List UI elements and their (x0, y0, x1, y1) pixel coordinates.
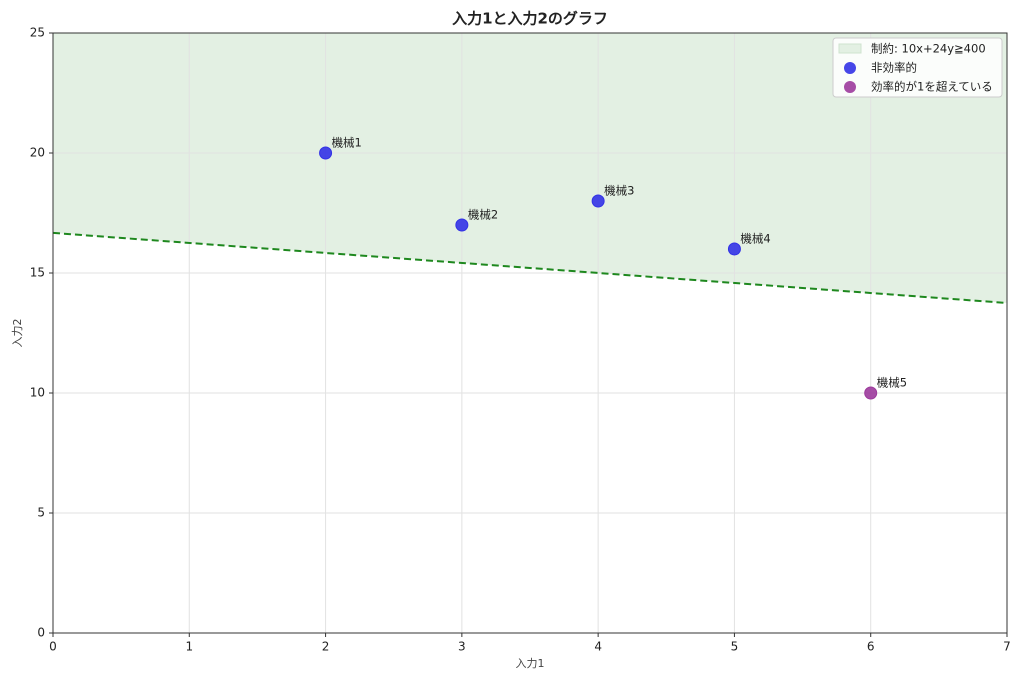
y-tick-label: 20 (30, 146, 45, 160)
legend-marker (844, 81, 856, 93)
point-label: 機械5 (877, 376, 907, 390)
point (864, 386, 878, 400)
x-tick-label: 6 (867, 640, 875, 654)
point-label: 機械2 (468, 208, 498, 222)
x-tick-label: 0 (49, 640, 57, 654)
point (591, 194, 605, 208)
legend-label: 制約: 10x+24y≧400 (871, 42, 986, 56)
point-label: 機械4 (740, 232, 770, 246)
x-tick-label: 1 (185, 640, 193, 654)
legend-marker (844, 62, 856, 74)
plot-frame (52, 32, 1008, 634)
x-tick-label: 5 (731, 640, 739, 654)
x-tick-label: 2 (322, 640, 330, 654)
legend-box (832, 37, 1003, 98)
y-tick-label: 10 (30, 386, 45, 400)
y-tick-label: 25 (30, 26, 45, 40)
y-axis-label: 入力2 (11, 319, 24, 348)
x-axis-label: 入力1 (516, 657, 545, 670)
point-label: 機械1 (332, 136, 362, 150)
constraint-region (53, 33, 1007, 303)
y-tick-label: 5 (37, 506, 45, 520)
legend-label: 非効率的 (871, 61, 917, 75)
point (727, 242, 741, 256)
point (455, 218, 469, 232)
point-label: 機械3 (604, 184, 634, 198)
chart-title: 入力1と入力2のグラフ (452, 10, 608, 28)
y-tick-label: 15 (30, 266, 45, 280)
x-tick-label: 4 (594, 640, 602, 654)
x-tick-label: 3 (458, 640, 466, 654)
point (319, 146, 333, 160)
x-tick-label: 7 (1003, 640, 1011, 654)
constraint-line (52, 231, 1008, 304)
legend-label: 効率的が1を超えている (871, 80, 993, 94)
y-tick-label: 0 (37, 626, 45, 640)
legend-swatch (838, 43, 862, 54)
